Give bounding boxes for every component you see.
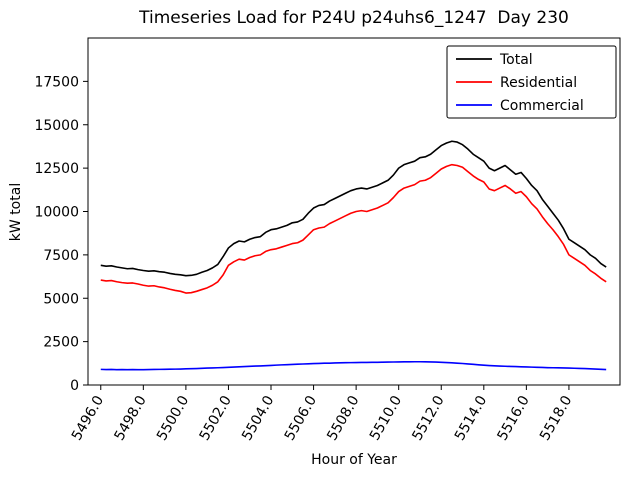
- y-axis-label: kW total: [8, 183, 24, 241]
- y-tick-label: 5000: [43, 291, 79, 307]
- x-tick-label: 5502.0: [197, 393, 235, 443]
- y-tick-label: 7500: [43, 248, 79, 264]
- x-tick-label: 5514.0: [452, 393, 490, 443]
- legend-label-residential: Residential: [500, 75, 577, 91]
- series-line-residential: [100, 163, 607, 294]
- x-tick-label: 5512.0: [409, 393, 447, 443]
- series-line-commercial: [100, 360, 607, 371]
- y-tick-label: 10000: [34, 205, 79, 221]
- x-tick-label: 5500.0: [154, 393, 192, 443]
- y-tick-label: 2500: [43, 335, 79, 351]
- x-tick-label: 5518.0: [537, 393, 575, 443]
- chart-title: Timeseries Load for P24U p24uhs6_1247 Da…: [138, 8, 569, 28]
- series-line-total: [100, 140, 607, 277]
- x-tick-label: 5510.0: [367, 393, 405, 443]
- y-tick-label: 17500: [34, 74, 79, 90]
- x-tick-label: 5506.0: [282, 393, 320, 443]
- x-tick-label: 5496.0: [69, 393, 107, 443]
- x-tick-label: 5508.0: [324, 393, 362, 443]
- x-tick-label: 5498.0: [111, 393, 149, 443]
- y-tick-label: 12500: [34, 161, 79, 177]
- x-tick-label: 5516.0: [494, 393, 532, 443]
- y-tick-label: 0: [70, 378, 79, 394]
- x-tick-label: 5504.0: [239, 393, 277, 443]
- legend-label-total: Total: [499, 52, 533, 68]
- y-tick-label: 15000: [34, 118, 79, 134]
- legend-label-commercial: Commercial: [500, 98, 584, 114]
- legend-box: [446, 45, 617, 119]
- x-axis-label: Hour of Year: [311, 452, 397, 468]
